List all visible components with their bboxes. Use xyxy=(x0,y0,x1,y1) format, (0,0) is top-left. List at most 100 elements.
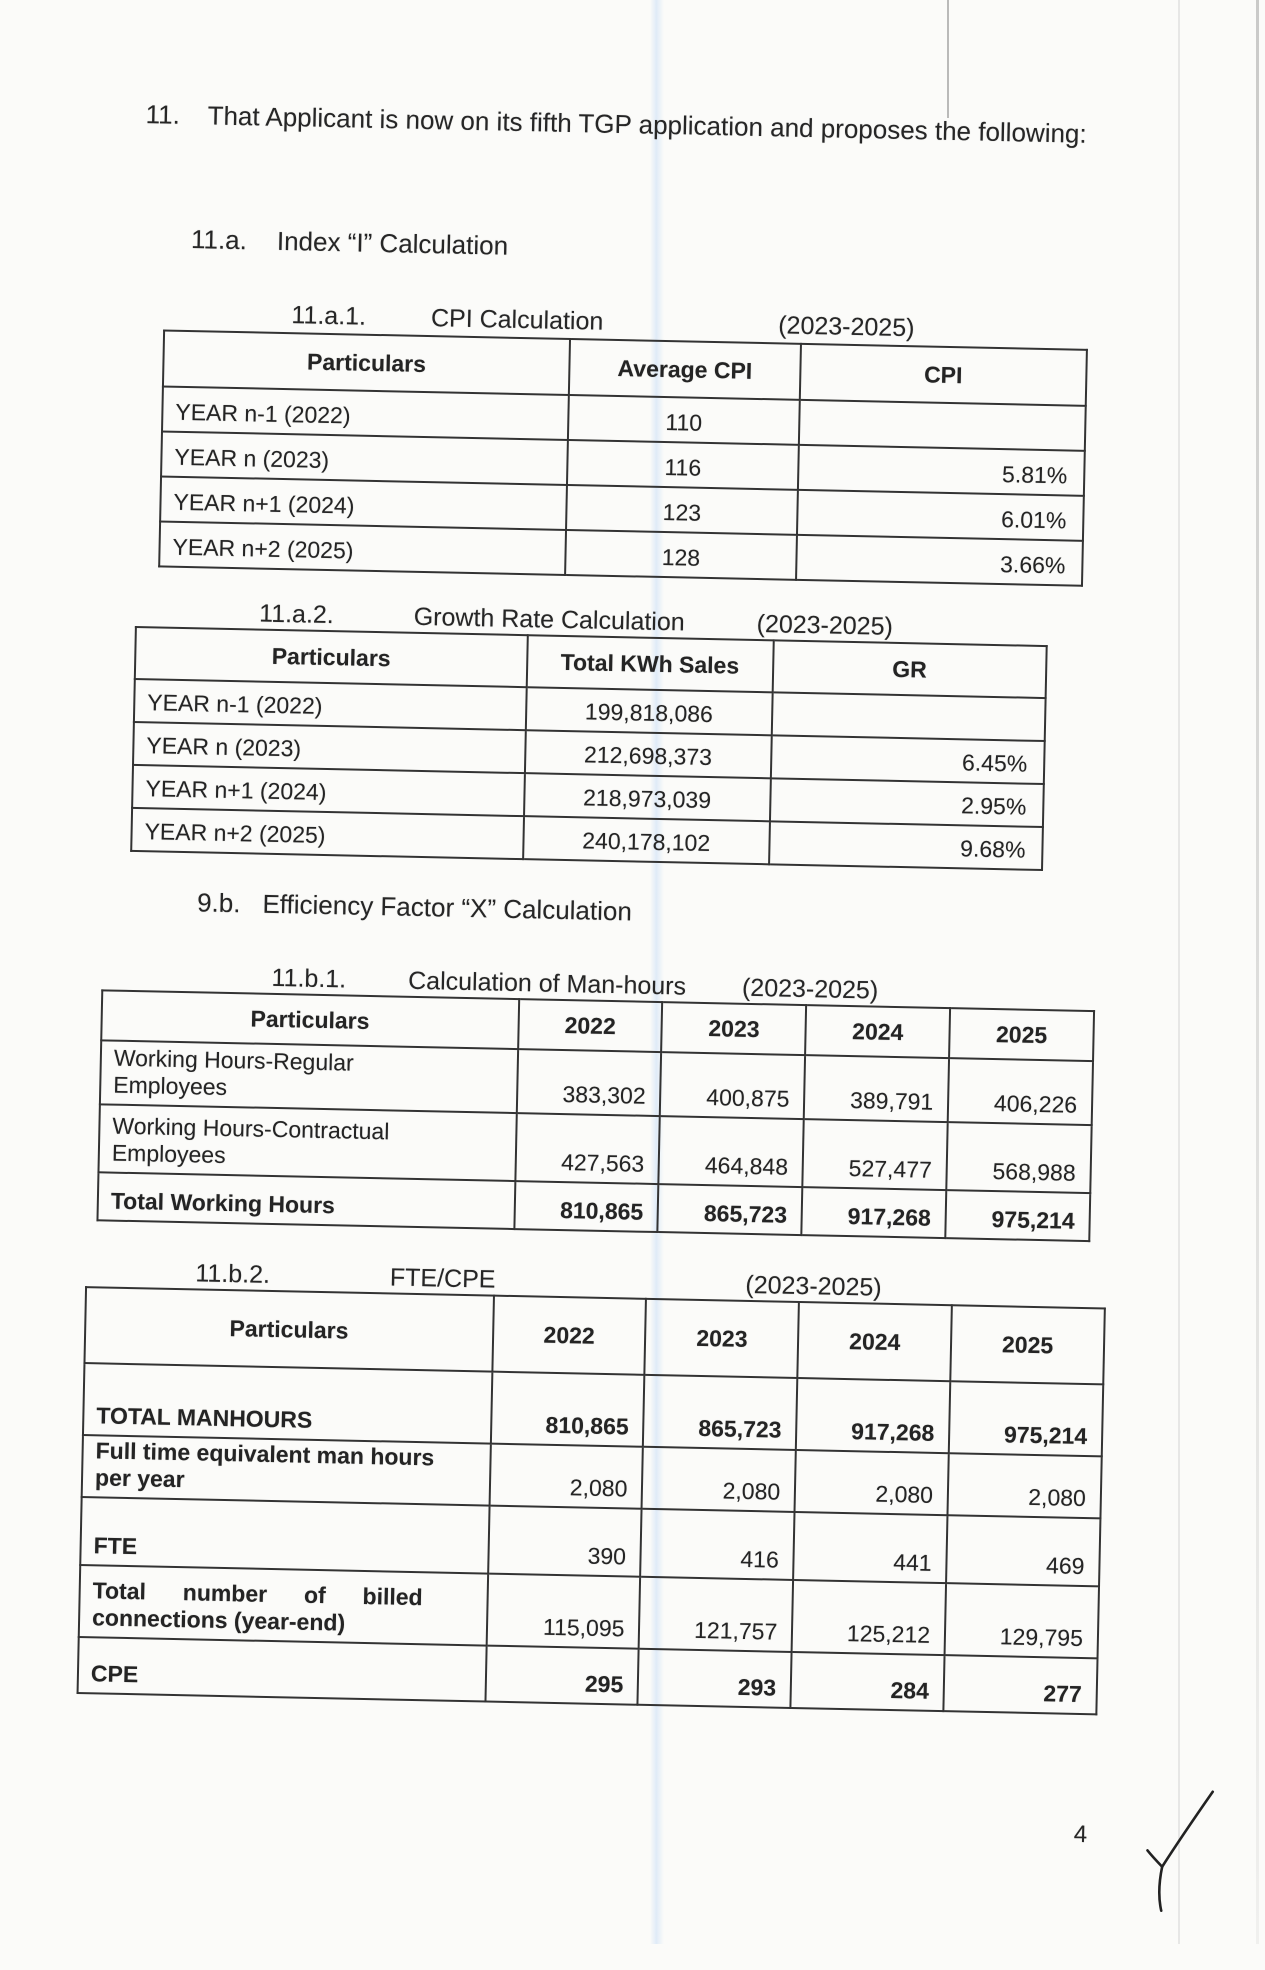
row-label: Working Hours-Contractual Employees xyxy=(111,1112,390,1168)
cell-value: 199,818,086 xyxy=(584,698,714,728)
cell-value: 975,214 xyxy=(991,1206,1075,1234)
cell-value: 115,095 xyxy=(542,1613,625,1642)
column-header: GR xyxy=(772,640,1047,699)
table-number: 11.a.2. xyxy=(258,599,335,630)
table-number: 11.b.1. xyxy=(271,963,347,994)
cell-value: 810,865 xyxy=(559,1196,644,1225)
cell-value: 389,791 xyxy=(849,1087,934,1115)
column-header: Particulars xyxy=(134,626,528,688)
handwritten-checkmark xyxy=(1146,1790,1215,1913)
row-label: YEAR n+2 (2025) xyxy=(144,818,326,848)
cell-value: 406,226 xyxy=(993,1090,1078,1118)
cell-value: 469 xyxy=(1045,1552,1085,1580)
fte-cpe-table: Particulars 2022 2023 2024 2025 TOTAL MANHOUR… xyxy=(77,1286,1106,1715)
cell-value: 110 xyxy=(665,409,703,436)
cell-value: 6.45% xyxy=(961,749,1028,777)
row-label: Working Hours-Regular Employees xyxy=(113,1044,354,1100)
column-header: Particulars xyxy=(101,990,519,1050)
section-number: 11.a. xyxy=(190,224,248,256)
cell-value: 527,477 xyxy=(848,1155,933,1183)
cell-value: 865,723 xyxy=(698,1414,782,1443)
manhours-table: Particulars 2022 2023 2024 2025 Working Hours… xyxy=(96,989,1095,1242)
column-header: 2025 xyxy=(950,1305,1105,1385)
cell-value: 2,080 xyxy=(875,1480,934,1508)
row-label: YEAR n-1 (2022) xyxy=(175,398,351,429)
table-title: Growth Rate Calculation xyxy=(413,602,685,637)
cell-value: 383,302 xyxy=(562,1081,646,1109)
cell-value: 464,848 xyxy=(704,1152,789,1180)
scanner-streak-blue xyxy=(650,0,664,1944)
cell-value: 390 xyxy=(587,1542,627,1570)
column-header: CPI xyxy=(799,343,1087,406)
section-title: Efficiency Factor “X” Calculation xyxy=(262,888,633,927)
row-label: YEAR n (2023) xyxy=(146,732,302,762)
cell-value: 123 xyxy=(662,498,702,526)
row-label: YEAR n-1 (2022) xyxy=(147,689,323,719)
row-label: YEAR n+1 (2024) xyxy=(145,775,327,806)
cell-value: 810,865 xyxy=(545,1411,629,1440)
table-period: (2023-2025) xyxy=(756,609,894,641)
column-header: Average CPI xyxy=(568,339,801,400)
cell-value: 568,988 xyxy=(992,1158,1076,1186)
cell-value: 218,973,039 xyxy=(582,784,712,814)
cell-value: 293 xyxy=(737,1673,777,1701)
table-title: Calculation of Man-hours xyxy=(407,966,687,1001)
section-title: Index “I” Calculation xyxy=(276,225,509,261)
cell-value: 427,563 xyxy=(560,1149,645,1177)
cell-value: 5.81% xyxy=(1001,461,1068,489)
cell-value: 121,757 xyxy=(693,1616,778,1645)
cell-value: 284 xyxy=(890,1677,930,1704)
row-label: Total Working Hours xyxy=(110,1187,336,1219)
cell-value: 2,080 xyxy=(722,1477,781,1505)
cell-value: 3.66% xyxy=(999,551,1066,579)
row-label: Full time equivalent man hours per year xyxy=(94,1437,435,1493)
table-period: (2023-2025) xyxy=(777,311,915,343)
cell-value: 2,080 xyxy=(1028,1483,1087,1512)
column-header: 2022 xyxy=(517,999,663,1053)
table-period: (2023-2025) xyxy=(745,1270,882,1302)
column-header: 2022 xyxy=(491,1295,647,1375)
paragraph-11: 11. That Applicant is now on its fifth T… xyxy=(145,95,1156,154)
cell-value: 917,268 xyxy=(847,1203,932,1231)
table-title: FTE/CPE xyxy=(389,1263,496,1294)
column-header: 2023 xyxy=(661,1002,807,1056)
page-edge-shadow xyxy=(1256,0,1259,1944)
table-number: 11.b.2. xyxy=(195,1259,271,1289)
column-header: 2024 xyxy=(797,1302,952,1382)
cell-value: 212,698,373 xyxy=(583,741,713,771)
row-label: Total number of billed connections (year… xyxy=(91,1577,423,1636)
table-period: (2023-2025) xyxy=(741,973,879,1005)
section-number: 9.b. xyxy=(196,887,241,919)
cell-value: 295 xyxy=(584,1670,624,1698)
cell-value: 2.95% xyxy=(960,792,1027,820)
cell-value: 240,178,102 xyxy=(582,827,711,857)
cell-value: 975,214 xyxy=(1003,1421,1088,1450)
row-label: YEAR n (2023) xyxy=(174,443,330,473)
row-label: YEAR n+2 (2025) xyxy=(172,533,354,564)
cell-value: 277 xyxy=(1043,1680,1083,1708)
cell-value: 6.01% xyxy=(1000,506,1067,534)
row-label: YEAR n+1 (2024) xyxy=(173,488,355,519)
section-heading-efficiency: 9.b. Efficiency Factor “X” Calculation xyxy=(197,887,1246,940)
scanner-streak-short xyxy=(947,0,949,118)
table-title: CPI Calculation xyxy=(430,304,604,336)
column-header: 2023 xyxy=(644,1298,800,1379)
cell-value: 128 xyxy=(661,543,701,571)
row-label: TOTAL MANHOURS xyxy=(96,1402,313,1433)
growth-rate-table: Particulars Total KWh Sales GR YEAR n-1 (20… xyxy=(130,626,1048,871)
cell-value: 2,080 xyxy=(569,1474,628,1502)
row-label: CPE xyxy=(90,1660,139,1688)
page-number: 4 xyxy=(1073,1820,1088,1849)
cell-value: 9.68% xyxy=(959,835,1026,863)
cpi-calculation-table: Particulars Average CPI CPI YEAR n-1 (2022)… xyxy=(158,329,1088,586)
cell-value: 400,875 xyxy=(706,1084,790,1112)
section-heading-index-i: 11.a. Index “I” Calculation xyxy=(191,224,1260,277)
cell-value: 917,268 xyxy=(850,1418,935,1446)
column-header: Particulars xyxy=(84,1287,494,1372)
table-number: 11.a.1. xyxy=(291,301,367,331)
column-header: 2025 xyxy=(949,1008,1095,1062)
cell-value: 129,795 xyxy=(999,1623,1084,1652)
cell-value: 865,723 xyxy=(703,1200,788,1228)
column-header: 2024 xyxy=(805,1005,951,1059)
